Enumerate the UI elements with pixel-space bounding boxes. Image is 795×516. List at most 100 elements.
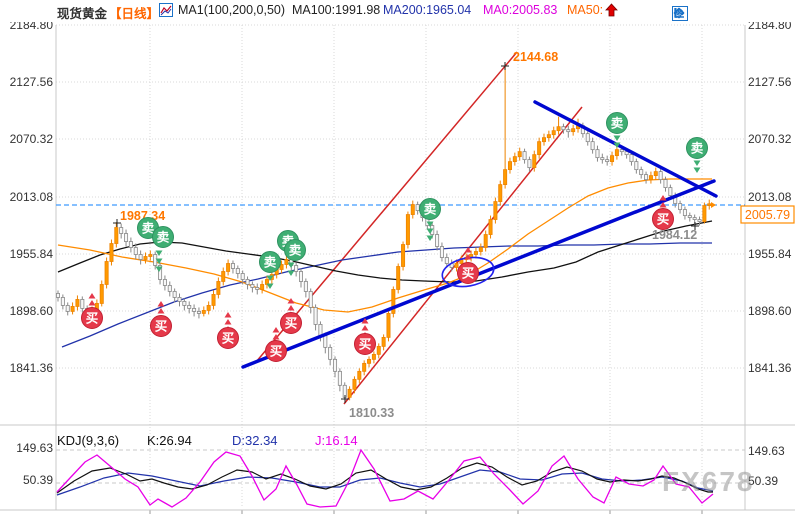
candlestick[interactable] [294,265,299,272]
candlestick[interactable] [308,291,313,308]
candlestick[interactable] [352,378,357,390]
candlestick[interactable] [328,346,333,360]
channel-upper-line[interactable] [255,51,518,363]
candlestick[interactable] [454,263,459,268]
candlestick[interactable] [507,161,512,171]
candlestick[interactable] [133,247,138,255]
candlestick[interactable] [182,301,187,306]
candlestick[interactable] [264,279,269,285]
candlestick[interactable] [527,159,532,169]
candlestick[interactable] [610,155,615,163]
candlestick[interactable] [148,254,153,257]
candlestick[interactable] [405,214,410,245]
candlestick[interactable] [707,203,712,206]
candlestick[interactable] [532,154,537,169]
candlestick[interactable] [221,271,226,282]
candlestick[interactable] [153,254,158,266]
candlestick[interactable] [245,279,250,285]
candlestick[interactable] [172,291,177,298]
candlestick[interactable] [556,126,561,132]
candlestick[interactable] [614,149,619,157]
candlestick[interactable] [240,273,245,280]
candlestick[interactable] [104,261,109,285]
candlestick[interactable] [162,279,167,286]
candlestick[interactable] [648,175,653,180]
candlestick[interactable] [128,241,133,248]
candlestick[interactable] [56,293,61,298]
candlestick[interactable] [551,130,556,136]
candlestick[interactable] [415,204,420,211]
candlestick[interactable] [143,256,148,260]
candlestick[interactable] [653,171,658,177]
candlestick[interactable] [196,311,201,314]
buy-signal-marker[interactable] [280,312,302,334]
candlestick[interactable] [119,227,124,234]
candlestick[interactable] [381,336,386,347]
candlestick[interactable] [396,266,401,290]
buy-signal-marker[interactable] [217,327,239,349]
candlestick[interactable] [250,284,255,288]
buy-signal-marker[interactable] [265,340,287,362]
sell-signal-marker[interactable] [284,239,306,261]
candlestick[interactable] [585,133,590,143]
candlestick[interactable] [211,294,216,306]
candlestick[interactable] [114,227,119,244]
candlestick[interactable] [216,281,221,295]
candlestick[interactable] [668,187,673,196]
candlestick[interactable] [503,169,508,185]
candlestick[interactable] [634,161,639,171]
candlestick[interactable] [624,151,629,156]
candlestick[interactable] [226,263,231,272]
candlestick[interactable] [663,179,668,188]
candlestick[interactable] [488,219,493,235]
candlestick[interactable] [542,137,547,143]
candlestick[interactable] [678,203,683,210]
candlestick[interactable] [201,310,206,314]
candlestick[interactable] [444,257,449,264]
candlestick[interactable] [80,299,85,309]
candlestick[interactable] [347,388,352,398]
sell-signal-marker[interactable] [259,251,281,273]
candlestick[interactable] [629,154,634,163]
candlestick[interactable] [600,157,605,161]
candlestick[interactable] [639,169,644,176]
candlestick[interactable] [439,246,444,258]
candlestick[interactable] [537,141,542,156]
candlestick[interactable] [124,233,129,242]
candlestick[interactable] [60,297,65,306]
sell-signal-marker[interactable] [606,112,628,134]
candlestick[interactable] [590,141,595,151]
candlestick[interactable] [75,299,80,307]
candlestick[interactable] [192,308,197,312]
candlestick[interactable] [99,284,104,304]
period-label[interactable]: 【日线】 [109,7,160,21]
candlestick[interactable] [167,285,172,292]
candlestick[interactable] [187,305,192,309]
candlestick[interactable] [391,289,396,314]
candlestick[interactable] [483,234,488,248]
candlestick[interactable] [561,126,566,131]
candlestick[interactable] [401,244,406,267]
sell-signal-marker[interactable] [419,198,441,220]
candlestick[interactable] [333,358,338,372]
buy-signal-marker[interactable] [81,307,103,329]
candlestick[interactable] [177,297,182,302]
candlestick[interactable] [473,251,478,255]
candlestick[interactable] [658,171,663,180]
candlestick[interactable] [687,215,692,218]
candlestick[interactable] [619,149,624,153]
candlestick[interactable] [206,305,211,311]
shift-right-icon[interactable] [672,6,688,21]
candlestick[interactable] [284,259,289,265]
candlestick[interactable] [498,184,503,202]
candlestick[interactable] [595,149,600,159]
channel-lower-line[interactable] [343,106,583,405]
sell-signal-marker[interactable] [686,137,708,159]
candlestick[interactable] [546,134,551,139]
candlestick[interactable] [376,345,381,355]
candlestick[interactable] [313,307,318,325]
buy-signal-marker[interactable] [354,333,376,355]
candlestick[interactable] [109,243,114,262]
buy-signal-marker[interactable] [150,315,172,337]
